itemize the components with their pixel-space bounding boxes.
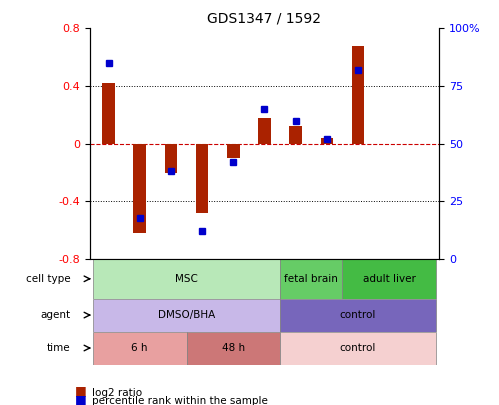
Bar: [258, 118, 270, 144]
Bar: [342, 259, 436, 298]
Bar: [93, 259, 280, 298]
Bar: [93, 332, 187, 364]
Text: ■: ■: [75, 392, 87, 405]
Text: control: control: [340, 343, 376, 353]
Text: control: control: [340, 310, 376, 320]
Text: 48 h: 48 h: [222, 343, 245, 353]
Bar: [102, 83, 115, 144]
Bar: [133, 144, 146, 233]
Bar: [196, 144, 208, 213]
Bar: [93, 298, 280, 332]
Bar: [280, 332, 436, 364]
Text: MSC: MSC: [175, 274, 198, 284]
Text: log2 ratio: log2 ratio: [92, 388, 142, 398]
Bar: [280, 259, 342, 298]
Bar: [165, 144, 177, 173]
Text: cell type: cell type: [26, 274, 70, 284]
Bar: [280, 298, 436, 332]
Text: DMSO/BHA: DMSO/BHA: [158, 310, 215, 320]
Text: fetal brain: fetal brain: [284, 274, 338, 284]
Bar: [352, 46, 364, 144]
Text: percentile rank within the sample: percentile rank within the sample: [92, 396, 268, 405]
Text: time: time: [47, 343, 70, 353]
Bar: [227, 144, 240, 158]
Text: adult liver: adult liver: [363, 274, 416, 284]
Bar: [320, 138, 333, 144]
Bar: [289, 126, 302, 144]
Text: ■: ■: [75, 384, 87, 397]
Title: GDS1347 / 1592: GDS1347 / 1592: [208, 12, 321, 26]
Bar: [187, 332, 280, 364]
Text: agent: agent: [40, 310, 70, 320]
Text: 6 h: 6 h: [131, 343, 148, 353]
